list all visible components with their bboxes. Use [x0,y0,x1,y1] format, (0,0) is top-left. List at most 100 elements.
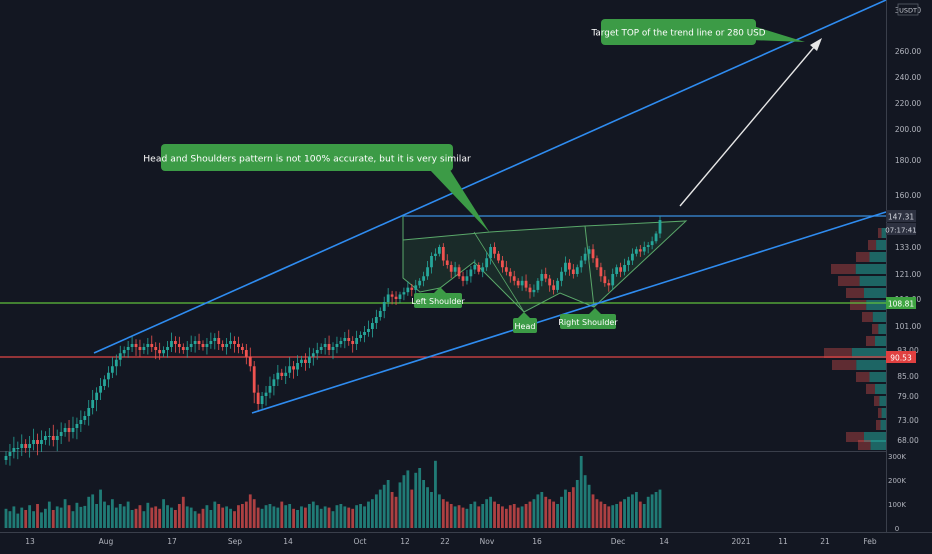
volume-bar [51,510,55,528]
price-tick-label: 260.00 [895,47,921,56]
volume-bar [75,502,79,528]
volume-bar [430,492,433,528]
candle-body [382,302,386,311]
volume-bar [146,502,150,528]
candle-body [213,338,217,341]
volume-bar [567,492,571,528]
candle-body [461,276,465,281]
candle-body [587,249,591,254]
volume-profile-bin [878,408,882,418]
candle-body [63,428,67,432]
candle-body [24,444,28,448]
price-tick-label: 220.00 [895,99,921,108]
time-tick-label: 12 [400,537,410,546]
volume-profile-bin [831,264,856,274]
candle-body [532,289,536,293]
candle-body [292,366,296,370]
volume-bar [402,475,406,528]
candle-body [225,344,229,347]
candle-body [516,280,520,286]
volume-bar [24,510,28,528]
volume-profile-bin [872,312,886,322]
candle-body [95,392,99,400]
candle-body [75,424,79,428]
candle-body [544,274,548,279]
volume-bar [591,494,595,528]
volume-tick-label: 100K [888,501,906,509]
candle-body [71,428,75,432]
volume-profile-bin [824,348,852,358]
candle-body [240,347,244,350]
volume-bar [469,504,473,528]
candle-body [307,356,311,363]
candle-body [323,344,327,347]
head-label-pointer [518,312,530,318]
candle-body [390,294,394,297]
volume-profile-bin [879,396,886,406]
volume-bar [441,499,445,528]
candle-body [327,344,331,350]
price-tick-label: 240.00 [895,73,921,82]
volume-profile-bin [869,252,886,262]
candle-body [221,344,225,347]
time-tick-label: 14 [659,537,669,546]
time-tick-label: 11 [778,537,788,546]
candle-body [457,267,461,277]
candle-body [162,350,165,354]
volume-bar [28,505,32,528]
time-tick-label: 17 [167,537,177,546]
volume-bar [311,501,315,528]
volume-bar [284,505,288,528]
candle-body [386,294,390,302]
candle-body [339,341,343,344]
volume-profile-bin [856,372,870,382]
volume-bar [240,504,244,528]
last-price-tag [886,210,916,222]
candle-body [20,444,24,448]
volume-bar [367,501,370,528]
candle-body [177,344,181,347]
volume-profile-bin [855,264,886,274]
lower-price-tag [886,351,916,363]
candle-body [83,416,87,420]
volume-bar [327,507,331,528]
candle-body [248,356,252,367]
pattern-callout-text: Head and Shoulders pattern is not 100% a… [143,154,471,165]
candle-body [374,317,378,323]
candle-body [402,292,406,295]
candle-body [114,359,118,367]
volume-bar [201,508,205,528]
candle-body [16,448,20,449]
candle-body [493,247,496,254]
volume-bar [599,501,603,528]
volume-bar [162,499,165,528]
volume-bar [422,480,426,528]
volume-profile-bin [846,288,864,298]
candle-body [473,265,477,270]
candle-body [217,338,221,344]
candle-body [508,271,512,277]
candle-body [280,372,284,376]
candle-body [658,220,662,234]
candle-body [552,285,556,290]
volume-bar [343,506,347,528]
candle-body [654,233,658,242]
candle-body [634,249,638,254]
volume-profile-bin [875,384,886,394]
candle-body [36,440,39,444]
head-label: Head [515,322,536,331]
candle-body [410,287,414,290]
volume-bar [233,511,236,528]
candle-body [142,347,146,350]
candle-body [43,436,47,440]
volume-bar [63,499,67,528]
candle-body [181,347,185,350]
candle-body [489,247,492,259]
pattern-callout-box [161,144,453,171]
volume-bar [12,506,16,528]
volume-bar [197,513,201,528]
volume-bar [571,487,575,528]
volume-bar [40,512,43,528]
volume-bar [307,504,311,528]
